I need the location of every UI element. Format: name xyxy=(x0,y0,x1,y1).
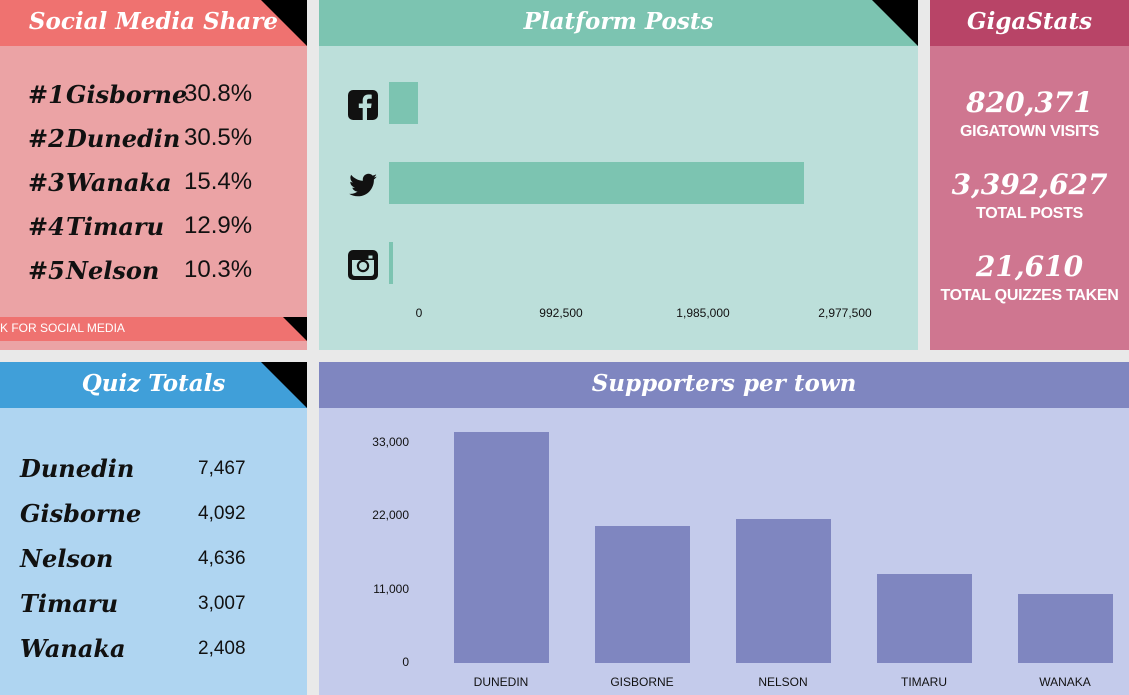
supporters-bar xyxy=(595,526,690,663)
supporters-x-tick: WANAKA xyxy=(1039,675,1091,689)
supporters-title: Supporters per town xyxy=(319,362,1129,408)
platform-x-tick: 1,985,000 xyxy=(676,306,730,320)
rank-town: Timaru xyxy=(66,212,165,241)
supporters-panel: Supporters per town DUNEDIN GISBORNE NELSO… xyxy=(319,362,1129,695)
rank-number: #4 xyxy=(28,212,65,241)
footer-corner xyxy=(283,317,307,341)
supporters-y-tick: 11,000 xyxy=(373,581,409,596)
platform-posts-title: Platform Posts xyxy=(319,0,918,46)
quiz-value: 3,007 xyxy=(198,593,246,614)
platform-posts-panel: Platform Posts 0 992,500 1,985,000 2,977,50… xyxy=(319,0,918,350)
rank-number: #2 xyxy=(28,124,65,153)
facebook-icon xyxy=(348,90,378,120)
rank-town: Gisborne xyxy=(66,80,188,109)
quiz-value: 4,636 xyxy=(198,548,246,569)
stat-value: 820,371 xyxy=(966,86,1093,119)
stat-value: 3,392,627 xyxy=(951,168,1108,201)
stat-value: 21,610 xyxy=(975,250,1084,283)
rank-share: 12.9% xyxy=(184,212,253,239)
supporters-bar xyxy=(454,432,549,663)
supporters-x-tick: TIMARU xyxy=(901,675,947,689)
quiz-totals-panel: Quiz Totals Dunedin 7,467 Gisborne 4,092 Nel… xyxy=(0,362,307,695)
social-footer-bar: K FOR SOCIAL MEDIA xyxy=(0,317,307,341)
supporters-y-tick: 0 xyxy=(402,655,409,669)
platform-bar-instagram xyxy=(389,242,393,284)
quiz-town: Dunedin xyxy=(20,454,135,483)
quiz-town: Timaru xyxy=(20,589,119,618)
quiz-value: 7,467 xyxy=(198,458,246,479)
gigastats-panel: GigaStats 820,371 GIGATOWN VISITS 3,392,62… xyxy=(930,0,1129,350)
header-corner xyxy=(872,0,918,46)
quiz-town: Wanaka xyxy=(20,634,126,663)
quiz-totals-title: Quiz Totals xyxy=(0,362,307,408)
platform-x-tick: 992,500 xyxy=(539,306,583,320)
rank-town: Nelson xyxy=(66,256,160,285)
supporters-x-tick: DUNEDIN xyxy=(473,675,529,689)
supporters-bar xyxy=(877,573,972,663)
platform-bar-twitter xyxy=(389,162,804,204)
supporters-bar xyxy=(1018,593,1113,663)
supporters-x-tick: NELSON xyxy=(758,675,808,689)
quiz-town: Nelson xyxy=(20,544,114,573)
rank-town: Wanaka xyxy=(66,168,172,197)
rank-share: 30.5% xyxy=(184,124,253,151)
social-media-share-title: Social Media Share xyxy=(0,0,307,46)
rank-town: Dunedin xyxy=(66,124,181,153)
rank-number: #1 xyxy=(28,80,65,109)
quiz-value: 2,408 xyxy=(198,638,246,659)
quiz-value: 4,092 xyxy=(198,503,246,524)
rank-number: #3 xyxy=(28,168,65,197)
supporters-y-tick: 22,000 xyxy=(372,508,409,523)
rank-share: 10.3% xyxy=(184,256,253,283)
stat-label: TOTAL QUIZZES TAKEN xyxy=(940,287,1119,304)
rank-share: 30.8% xyxy=(184,80,253,107)
stat-label: GIGATOWN VISITS xyxy=(960,123,1099,140)
gigastats-title: GigaStats xyxy=(930,0,1129,46)
quiz-town: Gisborne xyxy=(20,499,142,528)
stat-label: TOTAL POSTS xyxy=(976,205,1083,222)
twitter-icon xyxy=(349,173,377,197)
rank-number: #5 xyxy=(28,256,65,285)
platform-x-tick: 0 xyxy=(415,306,423,320)
social-footer-text: K FOR SOCIAL MEDIA xyxy=(0,321,125,335)
platform-bar-facebook xyxy=(389,82,418,124)
instagram-icon xyxy=(348,250,378,280)
supporters-bar xyxy=(736,519,831,663)
platform-x-tick: 2,977,500 xyxy=(818,306,872,320)
supporters-x-tick: GISBORNE xyxy=(610,675,674,689)
supporters-y-tick: 33,000 xyxy=(372,435,409,449)
header-corner xyxy=(261,362,307,408)
header-corner xyxy=(261,0,307,46)
rank-share: 15.4% xyxy=(184,168,253,195)
social-media-share-panel: Social Media Share #1 Gisborne 30.8% #2 Dune… xyxy=(0,0,307,350)
